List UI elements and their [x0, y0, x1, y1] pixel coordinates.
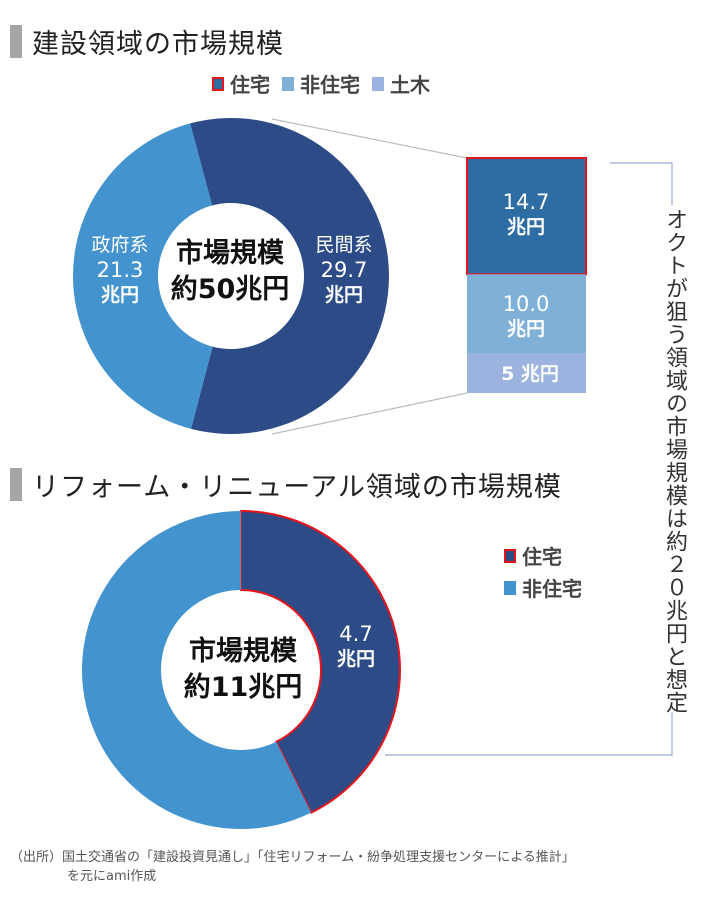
section1-title-text: 建設領域の市場規模 [32, 29, 284, 60]
slice-label-private: 民間系 29.7 兆円 [315, 233, 372, 308]
connector-line-top [271, 118, 468, 159]
slice-unit: 兆円 [100, 284, 140, 306]
center-line1: 市場規模 [175, 238, 284, 269]
bracket-top [610, 162, 673, 205]
bracket-bottom [385, 712, 673, 756]
slice-name: 民間系 [315, 234, 373, 256]
legend-swatch-housing [504, 548, 516, 563]
slice-unit: 兆円 [336, 648, 376, 670]
slice-label-government: 政府系 21.3 兆円 [91, 233, 148, 308]
legend-label: 住宅 [230, 73, 270, 97]
title-marker [10, 468, 22, 501]
slice-value: 4.7 [339, 622, 373, 646]
slice-value: 21.3 [96, 258, 144, 282]
slice-name: 政府系 [91, 234, 149, 256]
connector-line-bottom [271, 392, 468, 435]
legend-reform-housing: 住宅 [492, 541, 562, 570]
donut-slice [73, 123, 213, 429]
title-marker [10, 25, 22, 58]
center-line2: 約11兆円 [183, 672, 303, 703]
bar-segment [466, 157, 587, 276]
donut1-center-label: 市場規模 約50兆円 [171, 236, 290, 308]
bar-label-civil: 5 兆円 [501, 363, 559, 385]
bar-segment [467, 274, 586, 354]
legend-swatch-nonhousing [282, 76, 294, 91]
slice-value: 29.7 [320, 258, 368, 282]
legend-reform-nonhousing: 非住宅 [492, 573, 582, 602]
legend-label: 土木 [390, 73, 430, 97]
legend-label: 非住宅 [522, 577, 582, 601]
bar-label-housing: 14.7 兆円 [503, 190, 550, 240]
legend-swatch-nonhousing [504, 580, 516, 595]
center-line1: 市場規模 [188, 636, 297, 667]
section2-title: リフォーム・リニューアル領域の市場規模 [10, 465, 562, 504]
bar-value: 14.7 [502, 190, 550, 214]
source-line1: （出所）国土交通省の「建設投資見通し」「住宅リフォーム・紛争処理支援センターによ… [10, 850, 575, 865]
legend-label: 非住宅 [300, 73, 360, 97]
section2-title-text: リフォーム・リニューアル領域の市場規模 [32, 472, 562, 503]
source-note: （出所）国土交通省の「建設投資見通し」「住宅リフォーム・紛争処理支援センターによ… [10, 848, 575, 886]
donut2-center-label: 市場規模 約11兆円 [184, 634, 303, 706]
legend-label: 住宅 [522, 545, 562, 569]
bar-segment [467, 353, 586, 393]
legend-construction: 住宅 非住宅 土木 [200, 69, 430, 98]
center-line2: 約50兆円 [170, 274, 290, 305]
donut-slice [190, 118, 389, 434]
section1-title: 建設領域の市場規模 [10, 22, 284, 61]
donut-slice [240, 509, 401, 815]
bar-value: 10.0 [502, 292, 550, 316]
source-line2: を元にami作成 [67, 869, 157, 884]
slice-label-reform-housing: 4.7 兆円 [337, 622, 375, 672]
bar-label-nonhousing: 10.0 兆円 [503, 292, 550, 342]
slice-unit: 兆円 [324, 284, 364, 306]
legend-swatch-civil [372, 76, 384, 91]
donut-slice [81, 511, 312, 830]
annotation-text: オクトが狙う領域の市場規模は約２０兆円と想定 [662, 208, 687, 714]
bar-unit: 兆円 [506, 318, 546, 340]
legend-swatch-housing [212, 76, 224, 91]
bar-unit: 兆円 [506, 216, 546, 238]
